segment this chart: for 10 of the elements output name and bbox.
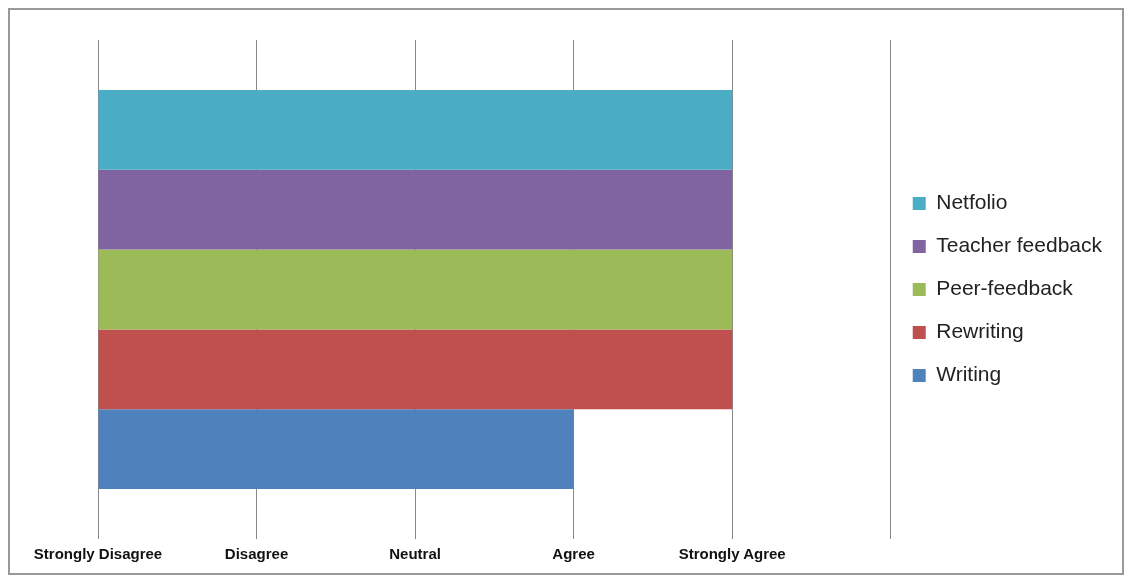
text: Disagree	[224, 545, 289, 563]
text: Neutral	[389, 545, 441, 563]
legend-label: Rewriting	[936, 319, 1024, 343]
text: Strongly Agree	[678, 545, 786, 563]
legend-label: Teacher feedback	[936, 233, 1103, 257]
text: Agree	[552, 545, 595, 563]
legend-label: Netfolio	[936, 190, 1008, 214]
legend-label: Writing	[936, 362, 1002, 386]
legend-label: Peer-feedback	[936, 276, 1074, 300]
text: Strongly Disagree	[33, 545, 163, 563]
